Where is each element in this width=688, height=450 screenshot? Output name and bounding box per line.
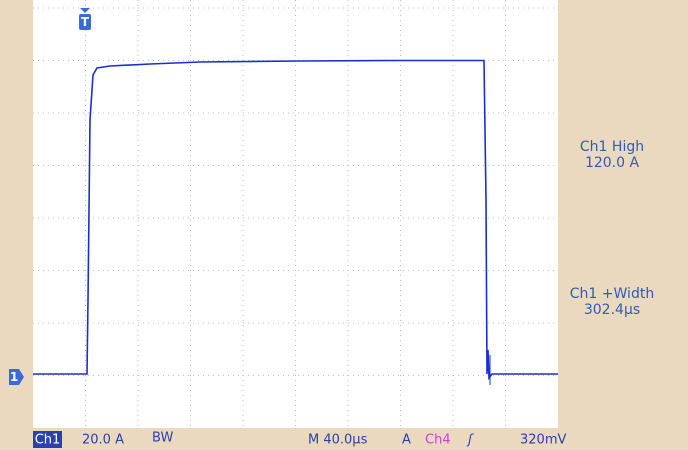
measurement-label: Ch1 +Width — [570, 286, 654, 302]
trigger-arrow — [80, 8, 90, 13]
measurement-label: Ch1 High — [580, 139, 644, 155]
plot-area — [33, 0, 558, 428]
vertical-scale: 20.0 A — [82, 433, 124, 448]
measurement-value: 120.0 A — [585, 155, 640, 171]
channel-arrow — [9, 369, 24, 385]
channel-label: 1 — [10, 370, 18, 384]
channel-name: Ch1 — [35, 433, 61, 448]
trigger-level: 320mV — [520, 433, 566, 448]
measurement-value: 302.4µs — [584, 302, 640, 318]
trigger-marker: T — [79, 8, 91, 30]
timebase: M 40.0µs — [308, 433, 368, 448]
bandwidth-limit: BW — [152, 431, 173, 446]
trigger-source: Ch4 — [425, 433, 451, 448]
channel-badge — [33, 431, 62, 448]
trigger-box — [79, 14, 91, 30]
trigger-mode: A — [402, 433, 411, 448]
channel-marker: 1 — [9, 369, 24, 385]
trigger-label: T — [81, 15, 90, 29]
waveform-trace — [33, 59, 558, 381]
trigger-slope: ʃ — [466, 433, 474, 448]
